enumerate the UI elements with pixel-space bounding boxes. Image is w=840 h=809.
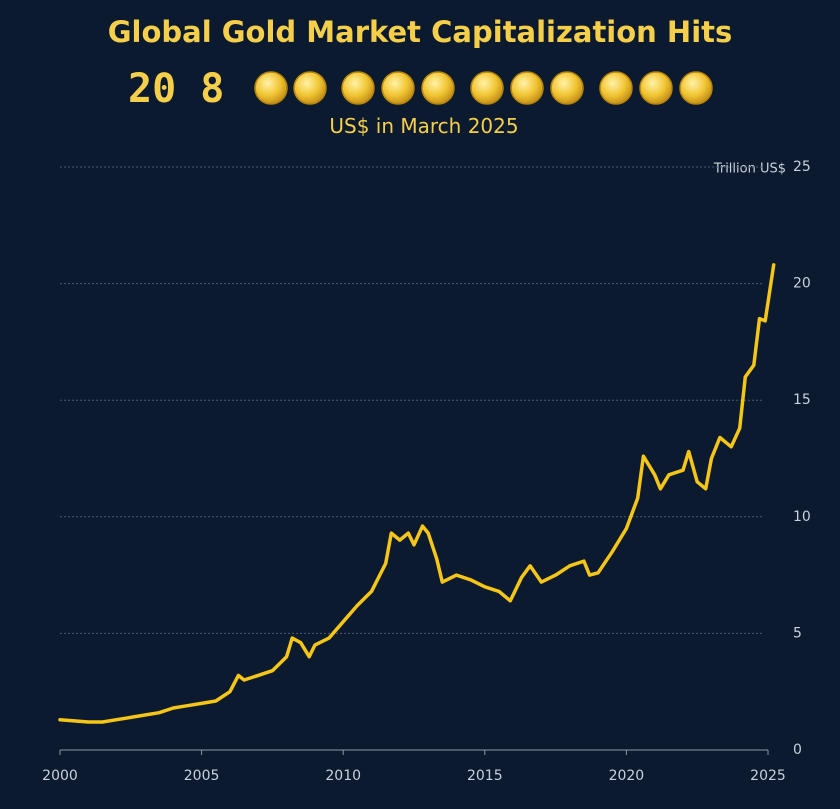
x-tick-label: 2000 xyxy=(42,768,78,784)
headline-number: 20 8 xyxy=(128,66,224,112)
x-tick-label: 2015 xyxy=(467,768,503,784)
x-tick-label: 2010 xyxy=(325,768,361,784)
x-tick-label: 2005 xyxy=(184,768,220,784)
chart-title: Global Gold Market Capitalization Hits xyxy=(108,15,733,49)
y-tick-label: 5 xyxy=(793,625,802,641)
y-tick-label: 0 xyxy=(793,742,802,758)
y-tick-label: 20 xyxy=(793,276,811,292)
y-tick-label: 10 xyxy=(793,509,811,525)
y-axis-label: Trillion US$ xyxy=(713,162,786,177)
x-tick-label: 2020 xyxy=(609,768,645,784)
x-tick-label: 2025 xyxy=(750,768,786,784)
data-line xyxy=(58,263,776,724)
coin-row xyxy=(254,71,713,105)
y-tick-label: 15 xyxy=(793,392,811,408)
y-tick-label: 25 xyxy=(793,159,811,175)
chart-subtitle: US$ in March 2025 xyxy=(329,114,518,138)
